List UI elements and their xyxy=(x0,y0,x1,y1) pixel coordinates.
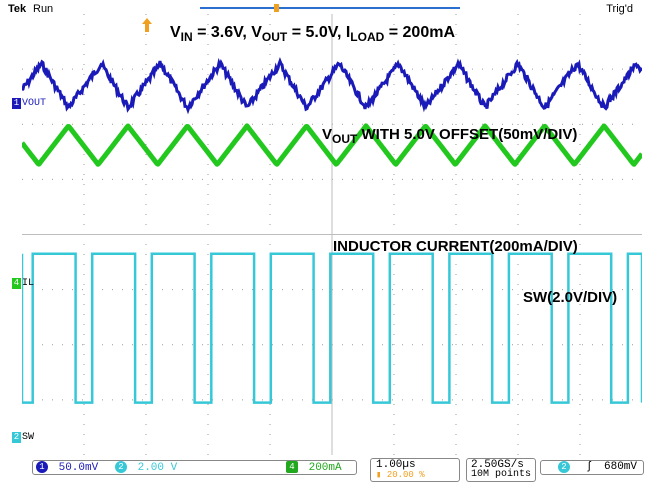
ch2-marker-label: SW xyxy=(22,432,35,443)
record-position-bar[interactable] xyxy=(200,2,460,14)
acquisition-status: Run xyxy=(33,3,54,15)
ch1-marker-label: VOUT xyxy=(22,98,47,109)
sample-rate: 2.50GS/s xyxy=(471,459,524,471)
trigger-source-badge: 2 xyxy=(558,461,570,473)
channel-readout-bar: 1 50.0mV 2 2.00 V 4 200mA 1.00µs ▮ 20.00… xyxy=(0,458,647,482)
ch1-readout[interactable]: 1 50.0mV xyxy=(36,461,98,474)
inductor-current-waveform xyxy=(20,123,644,167)
vout-waveform xyxy=(21,56,644,115)
ch4-marker-label: IL xyxy=(22,278,35,289)
test-conditions-label: VIN = 3.6V, VOUT = 5.0V, ILOAD = 200mA xyxy=(170,24,455,45)
inductor-current-label: INDUCTOR CURRENT(200mA/DIV) xyxy=(333,238,578,255)
vout-trace-label: VOUT WITH 5.0V OFFSET(50mV/DIV) xyxy=(322,126,578,146)
ch1-scale: 50.0mV xyxy=(58,461,99,474)
trigger-source: 2 xyxy=(558,461,570,474)
ch4-marker-number: 4 xyxy=(12,278,21,289)
trigger-status: Trig'd xyxy=(606,3,633,15)
sw-waveform xyxy=(20,252,644,404)
brand-label: Tek xyxy=(8,3,27,15)
scope-screen xyxy=(20,14,644,455)
ch1-marker-number: 1 xyxy=(12,98,21,109)
ch2-marker-number: 2 xyxy=(12,432,21,443)
waveform-traces xyxy=(20,56,644,404)
trigger-level: 680mV xyxy=(604,461,638,473)
graticule xyxy=(22,14,642,455)
top-status-bar: Tek Run Trig'd xyxy=(0,0,647,22)
waveform-display xyxy=(20,14,644,455)
vertical-scale-readouts[interactable] xyxy=(32,460,357,475)
record-length: 10M points xyxy=(471,469,532,480)
trigger-position-value: ▮ 20.00 % xyxy=(376,470,425,480)
ch2-scale: 2.00 V xyxy=(137,461,178,474)
trigger-position-marker-icon[interactable] xyxy=(142,18,152,34)
timebase-value: 1.00µs xyxy=(376,459,416,471)
ch2-readout[interactable]: 2 2.00 V xyxy=(115,461,177,474)
ch2-ground-marker[interactable]: 2 SW xyxy=(12,432,34,443)
ch4-scale: 200mA xyxy=(308,461,342,474)
sw-trace-label: SW(2.0V/DIV) xyxy=(523,289,618,306)
ch1-readout-badge: 1 xyxy=(36,461,48,473)
ch2-readout-badge: 2 xyxy=(115,461,127,473)
ch4-ground-marker[interactable]: 4 IL xyxy=(12,278,34,289)
ch4-readout[interactable]: 4 200mA xyxy=(286,461,342,474)
ch1-ground-marker[interactable]: 1 VOUT xyxy=(12,98,46,109)
ch4-readout-badge: 4 xyxy=(286,461,298,473)
trigger-slope-icon: ʃ xyxy=(586,461,593,473)
